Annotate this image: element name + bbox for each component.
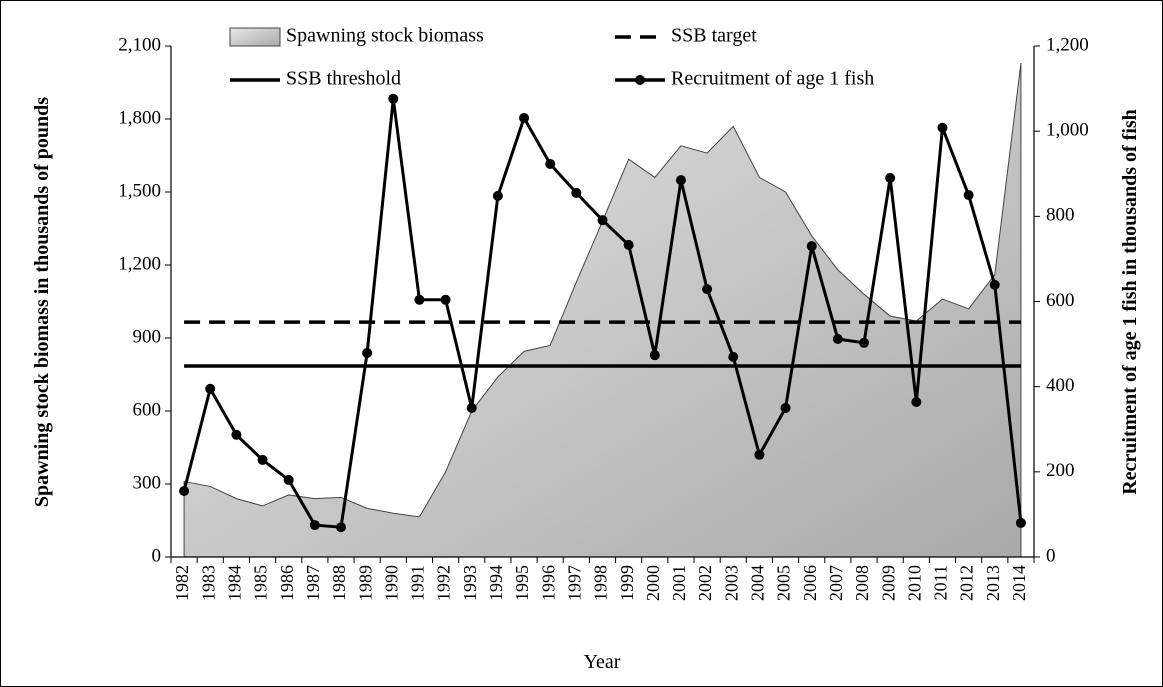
y-tick-label: 600 xyxy=(133,399,162,420)
legend-label: SSB target xyxy=(671,25,757,47)
marker xyxy=(205,383,216,394)
marker xyxy=(283,474,294,485)
marker xyxy=(362,348,373,359)
marker xyxy=(963,190,974,201)
marker xyxy=(859,337,870,348)
y-tick-label: 2,100 xyxy=(118,34,161,55)
y2-tick-label: 400 xyxy=(1046,375,1075,396)
marker xyxy=(728,351,739,362)
marker xyxy=(937,122,948,133)
x-tick-label: 1991 xyxy=(408,565,428,601)
x-tick-label: 1994 xyxy=(486,565,506,601)
y2-tick-label: 800 xyxy=(1046,205,1075,226)
x-tick-label: 2009 xyxy=(878,565,898,601)
y2-tick-label: 1,000 xyxy=(1046,120,1089,141)
marker xyxy=(806,241,817,252)
marker xyxy=(597,215,608,226)
y-tick-label: 0 xyxy=(152,545,162,566)
marker xyxy=(179,485,190,496)
marker xyxy=(623,239,634,250)
y2-tick-label: 600 xyxy=(1046,290,1075,311)
marker xyxy=(702,284,713,295)
marker xyxy=(414,294,425,305)
x-tick-label: 2011 xyxy=(931,565,951,600)
marker xyxy=(885,173,896,184)
y2-tick-label: 1,200 xyxy=(1046,34,1089,55)
x-tick-label: 2003 xyxy=(721,565,741,601)
x-tick-label: 2006 xyxy=(800,565,820,601)
legend-label: Spawning stock biomass xyxy=(286,25,484,47)
y2-tick-label: 0 xyxy=(1046,545,1056,566)
marker xyxy=(832,333,843,344)
legend-marker xyxy=(635,75,645,85)
x-tick-label: 2002 xyxy=(695,565,715,601)
x-tick-label: 1986 xyxy=(277,565,297,601)
marker xyxy=(571,187,582,198)
x-tick-label: 1985 xyxy=(251,565,271,601)
x-tick-label: 2010 xyxy=(904,565,924,601)
x-tick-label: 1993 xyxy=(460,565,480,601)
x-tick-label: 1989 xyxy=(355,565,375,601)
y-tick-label: 1,500 xyxy=(118,180,161,201)
x-tick-label: 2004 xyxy=(748,565,768,601)
y-tick-label: 300 xyxy=(133,472,162,493)
marker xyxy=(780,402,791,413)
x-tick-label: 1995 xyxy=(512,565,532,601)
marker xyxy=(440,294,451,305)
marker xyxy=(1015,517,1026,528)
area xyxy=(183,62,1022,558)
y2-axis-title: Recruitment of age 1 fish in thousands o… xyxy=(1119,109,1141,495)
x-tick-label: 2005 xyxy=(774,565,794,601)
marker xyxy=(492,190,503,201)
marker xyxy=(911,396,922,407)
x-tick-label: 2000 xyxy=(643,565,663,601)
marker xyxy=(466,402,477,413)
x-tick-label: 1997 xyxy=(564,565,584,601)
x-tick-label: 2012 xyxy=(957,565,977,601)
x-tick-label: 2008 xyxy=(852,565,872,601)
x-tick-label: 1988 xyxy=(329,565,349,601)
legend-label: SSB threshold xyxy=(286,68,401,90)
y2-tick-label: 200 xyxy=(1046,460,1075,481)
marker xyxy=(335,522,346,533)
x-tick-label: 2001 xyxy=(669,565,689,601)
legend-swatch xyxy=(229,27,281,47)
y-tick-label: 1,200 xyxy=(118,253,161,274)
x-axis-title: Year xyxy=(584,651,621,673)
x-tick-label: 1983 xyxy=(198,565,218,601)
marker xyxy=(309,520,320,531)
marker xyxy=(649,350,660,361)
x-tick-label: 1984 xyxy=(225,565,245,601)
x-tick-label: 1998 xyxy=(591,565,611,601)
y-tick-label: 1,800 xyxy=(118,107,161,128)
x-tick-label: 1996 xyxy=(538,565,558,601)
marker xyxy=(257,454,268,465)
x-tick-label: 1992 xyxy=(434,565,454,601)
marker xyxy=(388,93,399,104)
x-tick-label: 1990 xyxy=(381,565,401,601)
legend-label: Recruitment of age 1 fish xyxy=(671,68,874,90)
x-tick-label: 2014 xyxy=(1009,565,1029,601)
x-tick-label: 2013 xyxy=(983,565,1003,601)
x-tick-label: 1982 xyxy=(172,565,192,601)
marker xyxy=(231,429,242,440)
marker xyxy=(989,279,1000,290)
marker xyxy=(545,158,556,169)
x-tick-label: 1999 xyxy=(617,565,637,601)
x-tick-label: 2007 xyxy=(826,565,846,601)
x-tick-label: 1987 xyxy=(303,565,323,601)
marker xyxy=(675,175,686,186)
y-tick-label: 900 xyxy=(133,326,162,347)
y-axis-title: Spawning stock biomass in thousands of p… xyxy=(31,97,53,507)
marker xyxy=(519,112,530,123)
marker xyxy=(754,449,765,460)
